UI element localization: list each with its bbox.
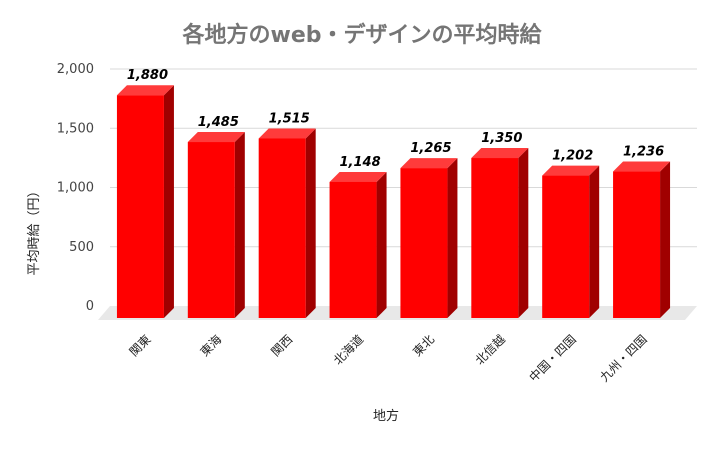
bar [116,95,164,318]
x-axis-ticks: 関東 東海 関西 北海道 東北 北信越 中国・四国 九州・四国 [127,332,650,385]
data-label: 1,350 [481,131,522,146]
bar [471,158,519,318]
bars [116,85,671,318]
bar-top [471,148,529,159]
bar [258,138,306,318]
x-tick-label: 関東 [127,332,154,359]
x-tick-label: 東北 [410,332,437,359]
bar-side [163,85,174,318]
data-label: 1,485 [198,115,239,130]
bar-side [660,161,671,318]
y-tick-label: 0 [86,299,94,314]
bar-top [187,132,245,143]
bar-top [400,158,458,169]
bar [187,142,235,318]
bar [542,175,590,318]
bar [400,168,448,318]
bar-top [542,165,600,176]
x-tick-label: 中国・四国 [526,332,579,385]
data-label: 1,148 [340,155,381,170]
data-label: 1,236 [623,145,664,160]
y-tick-label: 2,000 [57,62,94,77]
bar-top [116,85,174,96]
bar-side [234,132,245,318]
y-tick-label: 500 [69,240,94,255]
data-label: 1,515 [269,111,310,126]
x-tick-label: 関西 [268,332,295,359]
x-tick-label: 北信越 [473,332,508,367]
x-tick-label: 東海 [197,332,225,360]
y-axis-title: 平均時給（円） [27,184,42,275]
bar-top [258,128,316,139]
y-axis-ticks: 0 500 1,000 1,500 2,000 [57,62,94,314]
data-label: 1,202 [552,149,593,164]
bar-side [589,165,600,318]
data-label: 1,265 [410,141,451,156]
bar-side [376,171,387,318]
y-tick-label: 1,000 [57,181,94,196]
bar [329,181,377,318]
bar-side [447,158,458,318]
bar-side [305,128,316,318]
bar-top [329,171,387,182]
bar-side [518,148,529,318]
data-labels: 1,880 1,485 1,515 1,148 1,265 1,350 1,202 1,236 [127,68,664,170]
data-label: 1,880 [127,68,168,83]
x-tick-label: 北海道 [330,332,366,368]
y-tick-label: 1,500 [57,121,94,136]
chart-title: 各地方のweb・デザインの平均時給 [182,22,543,48]
bar [613,171,661,318]
x-tick-label: 九州・四国 [597,332,649,384]
bar-top [613,161,671,172]
x-axis-title: 地方 [373,408,399,424]
